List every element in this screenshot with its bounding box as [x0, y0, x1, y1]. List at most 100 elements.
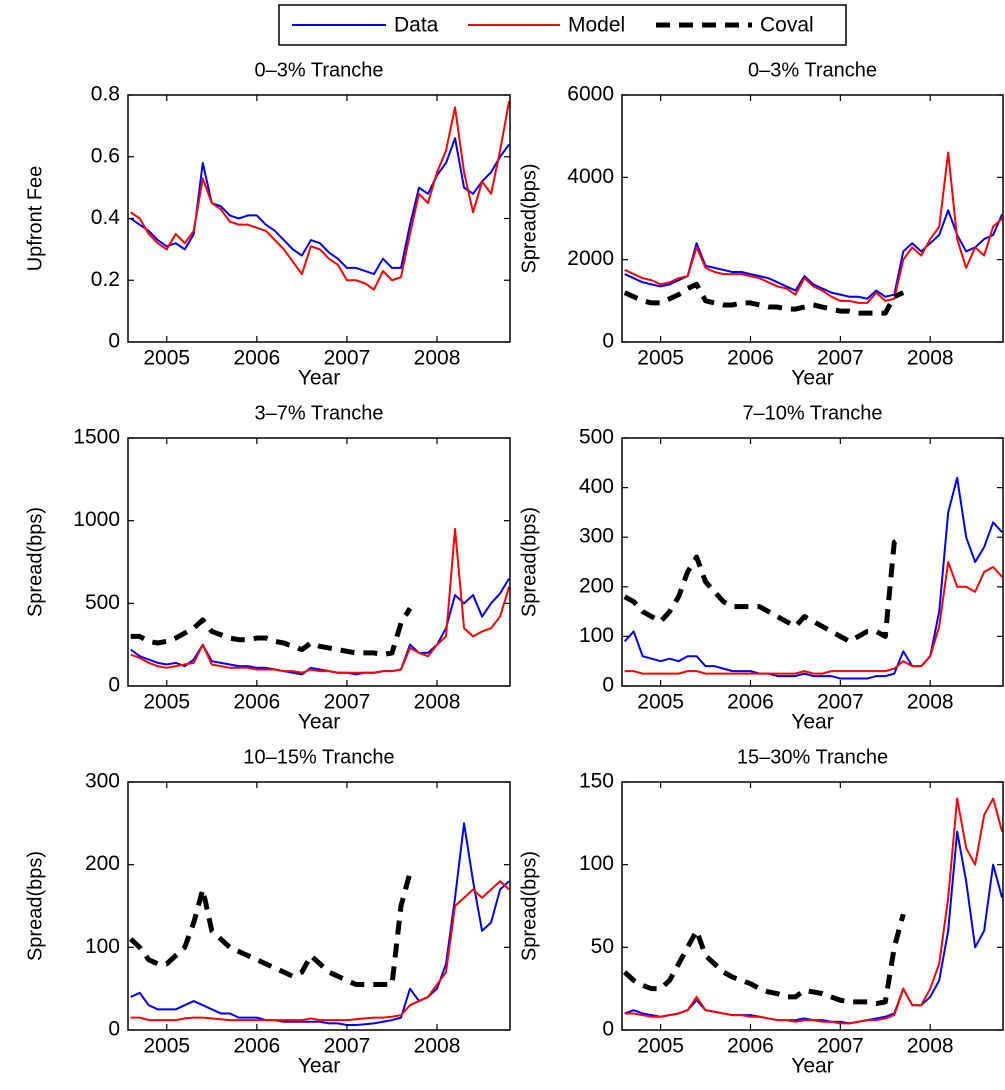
y-tick-label: 0: [108, 1018, 120, 1041]
x-tick-label: 2005: [143, 691, 190, 714]
subplot: 0 500 1000 1500 2005 2006 2007 2008 Year Spread(b…: [24, 402, 511, 734]
y-tick-label: 150: [579, 770, 614, 793]
legend: Data Model Coval: [278, 4, 847, 46]
series-line: [623, 281, 905, 316]
legend-label: Coval: [760, 14, 814, 37]
chart-title: 0–3% Tranche: [255, 59, 384, 81]
y-axis-label: Spread(bps): [518, 507, 540, 617]
x-tick-label: 2006: [233, 691, 280, 714]
axes-frame: [621, 781, 1004, 1031]
y-tick-label: 500: [579, 426, 614, 449]
y-tick-label: 0.8: [91, 83, 120, 106]
y-tick-label: 0: [602, 674, 614, 697]
subplot: 0 2000 4000 6000 2005 2006 2007 2008 Year Spread(…: [518, 59, 1004, 390]
axes-frame: [621, 94, 1004, 343]
y-tick-label: 100: [579, 852, 614, 875]
series-line: [624, 151, 1003, 304]
x-tick-label: 2007: [817, 347, 864, 370]
y-axis-label: Spread(bps): [24, 507, 46, 617]
x-axis-label: Year: [791, 711, 833, 734]
series-line: [130, 101, 510, 291]
x-tick-label: 2005: [637, 1035, 684, 1058]
x-axis-label: Year: [791, 1055, 833, 1078]
y-axis-label: Spread(bps): [518, 163, 540, 273]
subplot: 0 100 200 300 2005 2006 2007 2008 Year Spread(bps…: [24, 746, 511, 1078]
x-tick-label: 2008: [907, 347, 954, 370]
x-tick-label: 2008: [414, 1035, 461, 1058]
x-tick-label: 2006: [727, 691, 774, 714]
x-axis-label: Year: [298, 1055, 340, 1078]
y-tick-label: 0: [108, 330, 120, 353]
x-tick-label: 2007: [817, 691, 864, 714]
series-line: [624, 797, 1003, 1025]
chart-title: 0–3% Tranche: [748, 59, 877, 81]
subplot: 0 0.2 0.4 0.6 0.8 2005 2006 2007 2008 Year Upfront…: [24, 59, 511, 390]
series-line: [130, 527, 510, 674]
y-tick-label: 200: [85, 852, 120, 875]
x-tick-label: 2006: [727, 1035, 774, 1058]
chart-title: 3–7% Tranche: [255, 402, 384, 424]
series-line: [129, 872, 413, 988]
series-line: [130, 880, 510, 1022]
chart-title: 7–10% Tranche: [742, 402, 882, 424]
y-tick-label: 0.2: [91, 268, 120, 291]
y-tick-label: 1500: [73, 426, 120, 449]
y-tick-label: 500: [85, 591, 120, 614]
y-tick-label: 2000: [567, 247, 614, 270]
legend-label: Model: [568, 14, 625, 37]
subplot: 0 50 100 150 2005 2006 2007 2008 Year Spread(bps)…: [518, 746, 1004, 1078]
x-axis-label: Year: [791, 367, 833, 390]
y-tick-label: 6000: [567, 83, 614, 106]
series-line: [130, 606, 413, 658]
x-tick-label: 2007: [324, 347, 371, 370]
subplot: 0 100 200 300 400 500 2005 2006 2007 2008 Year Spre…: [518, 402, 1004, 734]
x-tick-label: 2008: [414, 347, 461, 370]
series-line: [623, 913, 906, 1007]
y-tick-label: 0.4: [91, 206, 121, 229]
y-tick-label: 1000: [73, 508, 120, 531]
y-axis-label: Spread(bps): [518, 851, 540, 961]
series-line: [130, 137, 510, 276]
x-tick-label: 2008: [907, 691, 954, 714]
y-tick-label: 0.6: [91, 144, 120, 167]
x-tick-label: 2007: [324, 691, 371, 714]
y-tick-label: 300: [85, 770, 120, 793]
x-tick-label: 2008: [414, 691, 461, 714]
y-tick-label: 0: [602, 1018, 614, 1041]
x-tick-label: 2005: [143, 347, 190, 370]
x-tick-label: 2005: [637, 347, 684, 370]
y-tick-label: 0: [108, 674, 120, 697]
y-tick-label: 4000: [567, 165, 614, 188]
y-tick-label: 300: [579, 525, 614, 548]
x-tick-label: 2007: [817, 1035, 864, 1058]
series-line: [624, 830, 1003, 1025]
axes-frame: [621, 437, 1004, 687]
x-tick-label: 2007: [324, 1035, 371, 1058]
y-axis-label: Upfront Fee: [24, 166, 46, 272]
y-tick-label: 100: [85, 935, 120, 958]
series-line: [624, 561, 1003, 675]
series-line: [130, 578, 510, 676]
x-tick-label: 2006: [233, 347, 280, 370]
x-tick-label: 2006: [233, 1035, 280, 1058]
y-tick-label: 0: [602, 330, 614, 353]
x-tick-label: 2006: [727, 347, 774, 370]
x-tick-label: 2008: [907, 1035, 954, 1058]
x-tick-label: 2005: [143, 1035, 190, 1058]
x-axis-label: Year: [298, 367, 340, 390]
y-tick-label: 100: [579, 624, 614, 647]
chart-title: 15–30% Tranche: [737, 746, 888, 768]
y-axis-label: Spread(bps): [24, 851, 46, 961]
chart-title: 10–15% Tranche: [243, 746, 394, 768]
series-line: [130, 822, 510, 1027]
axes-frame: [127, 781, 511, 1031]
axes-frame: [127, 437, 511, 687]
series-line: [623, 535, 905, 644]
axes-frame: [127, 94, 511, 343]
y-tick-label: 400: [579, 475, 614, 498]
legend-label: Data: [394, 14, 439, 37]
x-axis-label: Year: [298, 711, 340, 734]
y-tick-label: 50: [591, 935, 614, 958]
x-tick-label: 2005: [637, 691, 684, 714]
